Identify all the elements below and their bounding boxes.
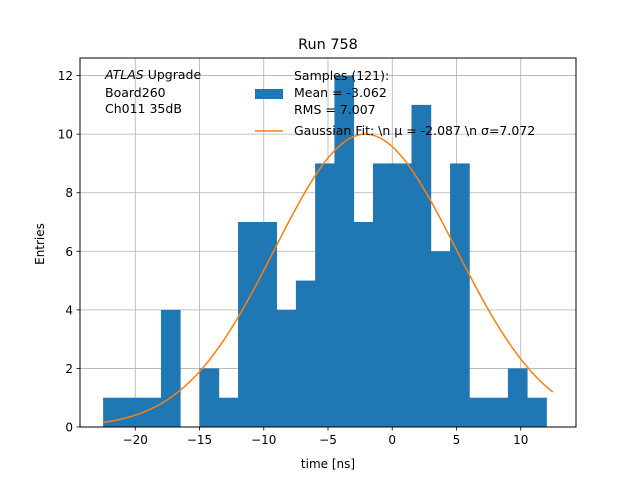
annotation-atlas: ATLAS <box>104 67 144 82</box>
y-tick-label: 2 <box>65 362 73 376</box>
histogram-bar <box>295 280 316 427</box>
histogram-bars <box>103 75 547 428</box>
histogram-bar <box>392 163 412 427</box>
legend-histogram-line-1: Samples (121): <box>294 68 389 83</box>
histogram-bar <box>238 222 258 427</box>
histogram-bar <box>488 397 509 427</box>
x-axis-ticks: −20 −15 −10 −5 0 5 10 <box>123 427 528 447</box>
gaussian-fit <box>103 133 554 424</box>
x-tick-label: 5 <box>453 433 461 447</box>
atlas-annotation: ATLAS Upgrade Board260 Ch011 35dB <box>104 67 201 116</box>
y-axis-ticks: 0 2 4 6 8 10 12 <box>58 69 80 435</box>
histogram-bar <box>257 222 278 427</box>
histogram-bar <box>353 222 374 427</box>
y-tick-label: 12 <box>58 69 73 83</box>
histogram-bar <box>160 309 181 427</box>
y-tick-label: 6 <box>65 245 73 259</box>
legend-fit-label: Gaussian Fit: \n μ = -2.087 \n σ=7.072 <box>294 123 535 138</box>
x-tick-label: −10 <box>251 433 276 447</box>
histogram-bar <box>218 397 239 427</box>
histogram-bar <box>315 163 335 427</box>
histogram-bar <box>507 368 528 427</box>
y-tick-label: 0 <box>65 421 73 435</box>
y-tick-label: 10 <box>58 128 73 142</box>
gaussian-fit-line <box>103 133 554 424</box>
legend: Samples (121): Mean = -3.062 RMS = 7.007… <box>255 68 535 138</box>
annotation-line-1: ATLAS Upgrade <box>104 67 201 82</box>
x-tick-label: 10 <box>513 433 528 447</box>
x-tick-label: −20 <box>123 433 148 447</box>
annotation-line-3: Ch011 35dB <box>105 101 182 116</box>
y-tick-label: 8 <box>65 186 73 200</box>
annotation-line-2: Board260 <box>105 85 166 100</box>
histogram-bar <box>372 163 393 427</box>
x-axis-label: time [ns] <box>301 457 355 471</box>
x-tick-label: −5 <box>319 433 337 447</box>
legend-histogram-swatch <box>255 89 283 99</box>
histogram-bar <box>527 397 547 427</box>
x-tick-label: 0 <box>388 433 396 447</box>
histogram-bar <box>122 397 143 427</box>
histogram-bar <box>141 397 162 427</box>
annotation-upgrade: Upgrade <box>144 67 202 82</box>
histogram-bar <box>276 309 297 427</box>
histogram-bar <box>469 397 490 427</box>
histogram-bar <box>430 251 451 427</box>
chart-title: Run 758 <box>298 37 358 53</box>
histogram-bar <box>450 163 470 427</box>
legend-histogram-line-2: Mean = -3.062 <box>294 85 387 100</box>
histogram-bar <box>411 104 432 427</box>
legend-histogram-line-3: RMS = 7.007 <box>294 102 376 117</box>
histogram-bar <box>334 75 355 428</box>
y-tick-label: 4 <box>65 303 73 317</box>
y-axis-label: Entries <box>33 223 47 265</box>
x-tick-label: −15 <box>187 433 212 447</box>
histogram-bar <box>199 368 220 427</box>
